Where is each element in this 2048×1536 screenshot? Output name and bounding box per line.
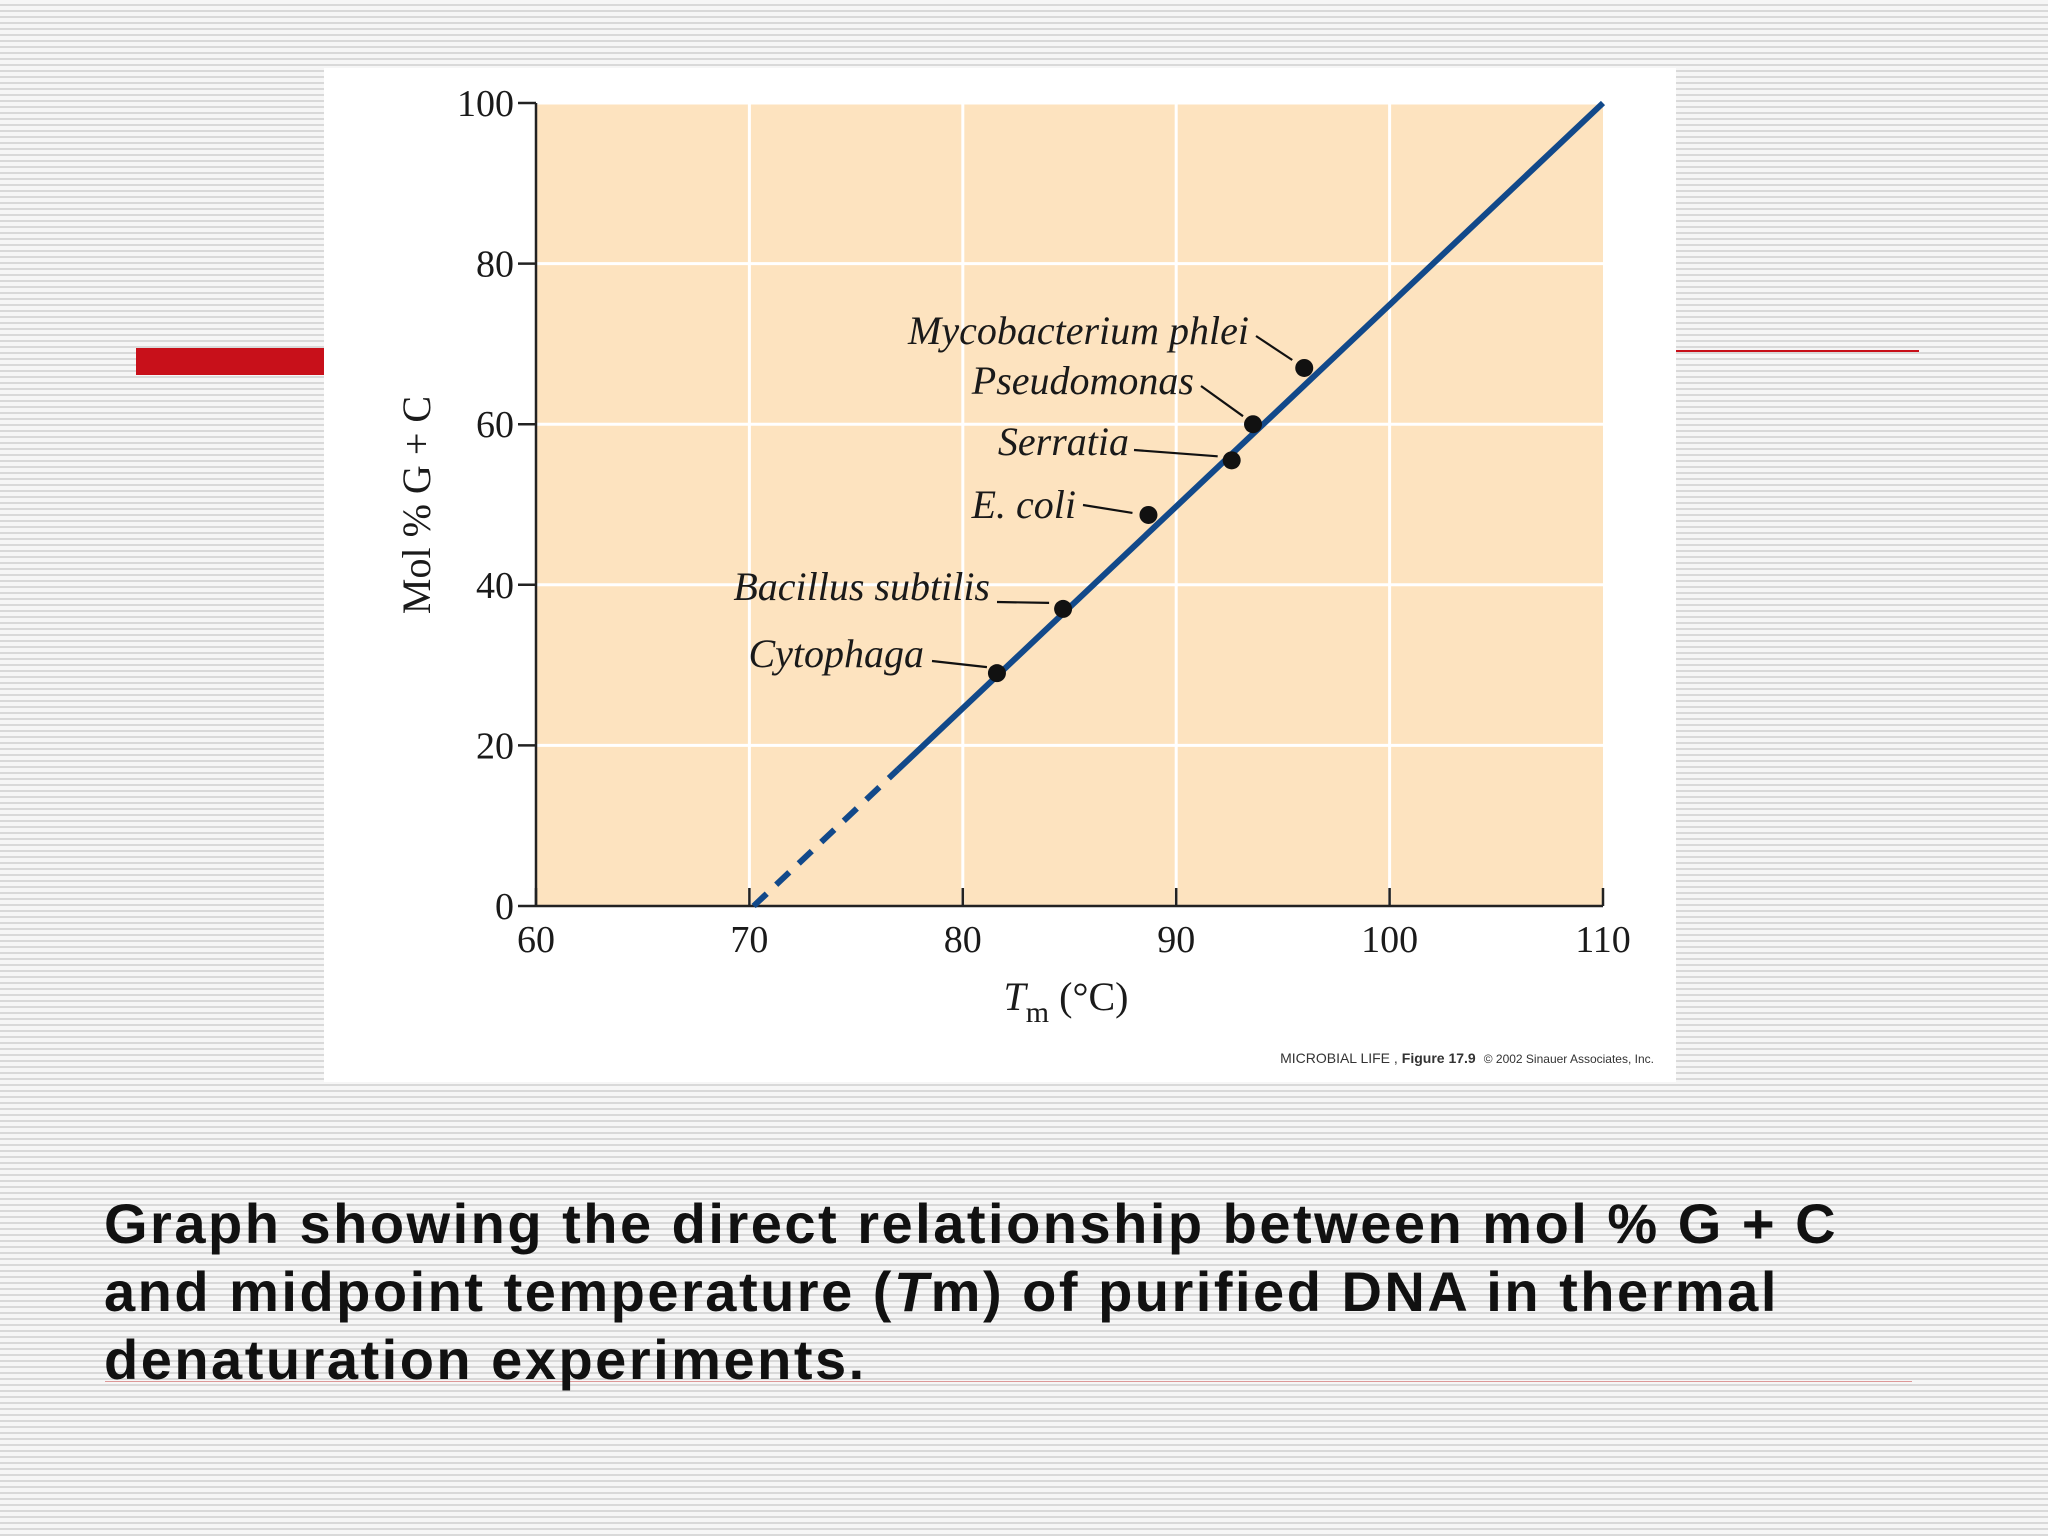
data-points <box>987 358 1314 683</box>
axes <box>518 101 1605 908</box>
leader-line <box>931 659 988 669</box>
fit-line-extrapolated <box>751 767 901 909</box>
x-axis-label-main: T <box>1004 974 1029 1019</box>
tick-labels: 60 70 80 90 100 110 0 20 40 60 80 100 <box>457 83 1631 961</box>
red-accent-line <box>1675 350 1919 352</box>
x-tick-label: 100 <box>1361 919 1418 961</box>
data-point <box>1222 451 1241 470</box>
x-axis-label: Tm (°C) <box>1004 974 1129 1029</box>
credit-copyright: © 2002 Sinauer Associates, Inc. <box>1484 1052 1654 1066</box>
y-tick-label: 60 <box>476 404 514 446</box>
x-tick-label: 90 <box>1157 919 1195 961</box>
x-tick-label: 70 <box>730 919 768 961</box>
y-tick-label: 0 <box>495 886 514 928</box>
leader-line <box>1082 503 1133 515</box>
data-point <box>1244 415 1263 434</box>
leader-line <box>1255 335 1293 361</box>
point-labels: Cytophaga Bacillus subtilis E. coli Serrati… <box>733 308 1249 676</box>
x-axis-label-subscript: m <box>1026 996 1049 1029</box>
leader-line <box>996 600 1050 604</box>
point-label: E. coli <box>971 482 1076 527</box>
red-accent-bar <box>136 348 326 375</box>
point-label: Serratia <box>998 419 1129 464</box>
y-tick-label: 40 <box>476 565 514 607</box>
caption-italic-t: T <box>893 1260 931 1323</box>
y-tick-label: 20 <box>476 725 514 767</box>
credit-source: MICROBIAL LIFE , <box>1280 1050 1398 1066</box>
data-point <box>1054 599 1073 618</box>
caption-text: Graph showing the direct relationship be… <box>104 1192 1839 1323</box>
point-label: Bacillus subtilis <box>733 564 990 609</box>
red-rule-line <box>105 1381 1912 1382</box>
gridlines <box>536 101 1603 906</box>
fit-line-solid <box>895 100 1606 772</box>
caption-text-end: m) of purified DNA in thermal denaturati… <box>104 1260 1779 1391</box>
figure-panel: 60 70 80 90 100 110 0 20 40 60 80 100 Cytophaga Baci… <box>324 68 1676 1082</box>
y-tick-label: 80 <box>476 244 514 286</box>
x-axis-label-unit: (°C) <box>1059 974 1128 1019</box>
data-point <box>1139 505 1158 524</box>
gc-content-vs-tm-chart: 60 70 80 90 100 110 0 20 40 60 80 100 Cytophaga Baci… <box>394 83 1654 1066</box>
x-tick-label: 80 <box>944 919 982 961</box>
data-point <box>987 664 1006 683</box>
point-label: Pseudomonas <box>971 358 1194 403</box>
y-axis-label: Mol % G + C <box>394 396 439 614</box>
point-label: Mycobacterium phlei <box>907 308 1249 353</box>
slide-caption: Graph showing the direct relationship be… <box>104 1190 1934 1394</box>
plot-area <box>536 103 1603 906</box>
data-point <box>1295 358 1314 377</box>
point-label: Cytophaga <box>748 631 924 676</box>
x-tick-label: 60 <box>517 919 555 961</box>
fit-line <box>751 100 1606 909</box>
y-tick-label: 100 <box>457 83 514 125</box>
x-tick-label: 110 <box>1575 919 1631 961</box>
label-leader-lines <box>931 335 1293 669</box>
leader-line <box>1200 385 1244 418</box>
figure-credit: MICROBIAL LIFE , Figure 17.9 © 2002 Sinaue… <box>1280 1050 1654 1066</box>
leader-line <box>1133 448 1218 458</box>
credit-figure: Figure 17.9 <box>1402 1050 1476 1066</box>
